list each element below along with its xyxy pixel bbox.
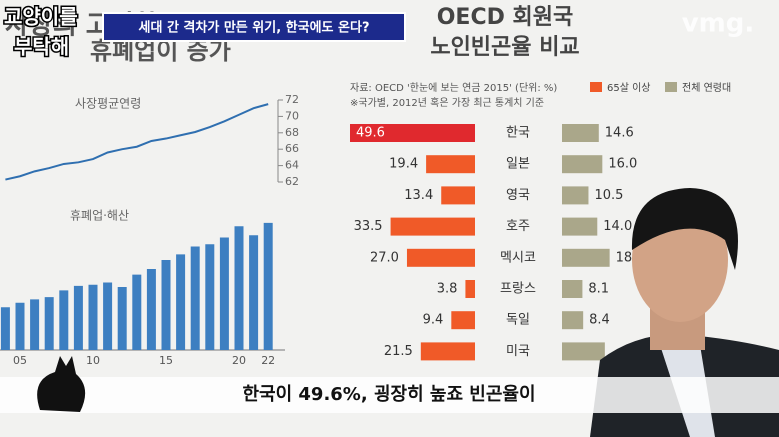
bar	[562, 124, 599, 142]
bar	[15, 302, 25, 350]
bar	[390, 217, 475, 236]
banner: 세대 간 격차가 만든 위기, 한국에도 온다?	[139, 20, 370, 36]
bar	[562, 248, 610, 267]
legend-label: 전체 연령대	[682, 82, 731, 94]
y-tick-label: 64	[285, 159, 299, 172]
bar	[117, 287, 127, 350]
value-label: 27.0	[370, 250, 399, 265]
y-tick-label: 62	[285, 175, 299, 188]
value-label: 21.5	[384, 344, 413, 359]
bar	[263, 222, 273, 350]
bar	[441, 186, 475, 205]
bar	[465, 280, 475, 298]
line-label: 사장평균연령	[75, 97, 141, 111]
bar	[420, 342, 475, 361]
bar	[161, 260, 171, 350]
bar	[132, 274, 142, 350]
category-label: 한국	[506, 126, 530, 141]
bar	[59, 290, 69, 350]
category-label: 프랑스	[500, 282, 536, 297]
bar	[406, 248, 475, 267]
bar	[73, 285, 83, 350]
bar	[451, 311, 475, 330]
y-tick-label: 68	[285, 126, 299, 139]
bar	[426, 155, 475, 174]
x-tick-label: 22	[261, 354, 275, 367]
category-label: 미국	[506, 344, 530, 359]
bar	[88, 284, 98, 350]
bar	[205, 244, 215, 350]
bar	[249, 235, 259, 350]
note: ※국가별, 2012년 혹은 가장 최근 통계치 기준	[350, 96, 544, 109]
right-title: 노인빈곤율 비교	[430, 35, 579, 60]
bar	[103, 282, 113, 350]
value-label: 33.5	[354, 219, 383, 234]
subtitle: 한국이 49.6%, 굉장히 높죠 빈곤율이	[242, 384, 535, 405]
value-label: 8.4	[589, 313, 610, 328]
value-label: 14.0	[603, 219, 632, 234]
brand: vmg.	[682, 9, 755, 39]
bar	[30, 299, 40, 350]
subtitle-box	[0, 377, 779, 413]
x-tick-label: 15	[159, 354, 173, 367]
right-title: OECD 회원국	[437, 5, 574, 30]
bar	[219, 237, 229, 350]
category-label: 일본	[506, 157, 530, 172]
value-label: 8.1	[588, 282, 609, 297]
line	[5, 103, 269, 181]
value-label: 49.6	[356, 126, 385, 141]
value-label: 13.4	[404, 188, 433, 203]
category-label: 멕시코	[500, 250, 536, 265]
bar	[562, 280, 583, 298]
value-label: 10.5	[594, 188, 623, 203]
bar	[146, 269, 156, 350]
value-label: 16.0	[608, 157, 637, 172]
bar	[44, 297, 54, 350]
bar	[562, 217, 598, 236]
bar	[562, 311, 584, 330]
legend-swatch	[665, 82, 677, 92]
legend-swatch	[590, 82, 602, 92]
bar	[562, 342, 605, 361]
bar-label: 휴폐업·해산	[70, 209, 129, 223]
y-tick-label: 70	[285, 109, 299, 122]
value-label: 9.4	[423, 313, 444, 328]
bar	[190, 246, 200, 350]
banner-box	[102, 12, 406, 42]
x-tick-label: 05	[13, 354, 27, 367]
bar	[176, 254, 186, 350]
cat-icon	[37, 356, 86, 412]
bar	[562, 155, 603, 174]
bar	[562, 186, 589, 205]
category-label: 호주	[506, 219, 530, 234]
legend-label: 65살 이상	[607, 82, 651, 94]
y-tick-label: 72	[285, 93, 299, 106]
x-tick-label: 20	[232, 354, 246, 367]
category-label: 영국	[506, 188, 530, 203]
value-label: 19.4	[389, 157, 418, 172]
logo: 부탁해	[14, 35, 69, 59]
bar	[350, 124, 475, 142]
value-label: 3.8	[437, 282, 458, 297]
bar	[234, 226, 244, 350]
bar	[0, 307, 10, 350]
x-tick-label: 10	[86, 354, 100, 367]
logo: 교양이를	[4, 5, 78, 29]
value-label: 14.6	[605, 126, 634, 141]
source: 자료: OECD '한눈에 보는 연금 2015' (단위: %)	[350, 81, 557, 94]
y-tick-label: 66	[285, 142, 299, 155]
category-label: 독일	[506, 313, 530, 328]
